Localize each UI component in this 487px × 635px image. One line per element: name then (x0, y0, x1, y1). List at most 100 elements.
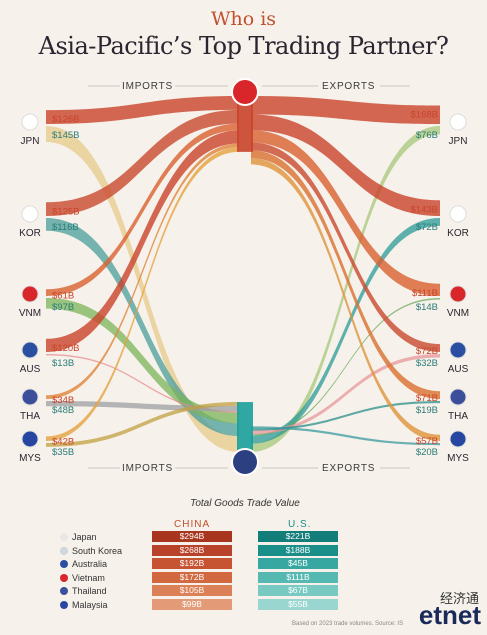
trade-table: Total Goods Trade Value CHINA U.S. Japan… (60, 498, 430, 612)
flow-imports-china (46, 130, 239, 352)
us-value: $55B (258, 598, 338, 610)
country-flag-icon (449, 341, 467, 359)
flow-exports-china (251, 130, 440, 296)
flow-imports-second (46, 354, 239, 413)
flag-icon (60, 560, 68, 568)
export-china-value: $143B (411, 204, 438, 215)
china-value: $105B (152, 585, 232, 596)
china-flag-icon (231, 78, 259, 106)
table-row: South Korea $268B $188B (60, 544, 430, 559)
country-code: VNM (19, 308, 41, 319)
import-china-value: $126B (52, 114, 79, 125)
import-second-value: $97B (52, 302, 74, 313)
flow-imports-china (46, 143, 239, 399)
china-value: $99B (152, 598, 232, 610)
country-flag-icon (21, 285, 39, 303)
import-china-value: $120B (52, 343, 79, 354)
imports-header-bottom: IMPORTS (122, 463, 173, 474)
flow-imports-second (46, 298, 239, 424)
country-flag-icon (449, 285, 467, 303)
country-flag-icon (21, 113, 39, 131)
flow-exports-us (251, 401, 440, 431)
export-us-value: $32B (416, 358, 438, 369)
country-name: Australia (72, 559, 108, 569)
import-second-value: $35B (52, 447, 74, 458)
flow-exports-china (251, 150, 440, 399)
flag-icon (60, 573, 68, 582)
country-name: South Korea (72, 545, 123, 556)
export-china-value: $57B (416, 436, 438, 447)
country-flag-icon (449, 430, 467, 448)
country-code: MYS (447, 453, 469, 464)
flow-exports-us (251, 298, 440, 436)
china-value: $192B (152, 558, 232, 569)
col-us: U.S. (288, 519, 312, 530)
flow-exports-china (251, 158, 440, 441)
country-flag-icon (21, 205, 39, 223)
us-value: $221B (258, 531, 338, 542)
flow-imports-china (46, 123, 239, 296)
us-value: $45B (258, 558, 338, 569)
flow-exports-china (251, 96, 440, 124)
sankey-chart: IMPORTS EXPORTS IMPORTS EXPORTS JPN JPN $126B $… (19, 78, 469, 476)
country-name: Vietnam (72, 572, 105, 583)
country-flag-icon (449, 205, 467, 223)
flow-exports-china (251, 142, 440, 352)
country-code: JPN (449, 136, 468, 147)
import-china-value: $61B (52, 291, 74, 302)
col-china: CHINA (174, 519, 211, 530)
export-china-value: $71B (416, 393, 438, 404)
country-code: KOR (447, 228, 469, 239)
page-title: Asia-Pacific’s Top Trading Partner? (38, 32, 449, 60)
country-code: AUS (448, 364, 469, 375)
table-title: Total Goods Trade Value (190, 498, 300, 509)
flow-exports-us (251, 426, 440, 446)
page-subtitle: Who is (210, 8, 277, 30)
flag-icon (60, 546, 68, 555)
table-row: Australia $192B $45B (60, 558, 430, 572)
flow-exports-china (251, 114, 440, 216)
flow-imports-china (46, 109, 239, 216)
china-value: $294B (152, 531, 232, 542)
import-second-value: $48B (52, 405, 74, 416)
country-code: AUS (20, 364, 41, 375)
china-value: $172B (152, 571, 232, 583)
country-name: Japan (72, 532, 97, 542)
flow-imports-second (46, 126, 239, 452)
table-headers: CHINA U.S. (60, 519, 430, 531)
import-china-value: $42B (52, 437, 74, 448)
import-china-value: $125B (52, 206, 79, 217)
us-value: $111B (258, 571, 338, 583)
table-row: Malaysia $99B $55B (60, 598, 430, 613)
flag-icon (60, 600, 68, 609)
export-china-value: $168B (411, 110, 438, 121)
export-china-value: $111B (412, 288, 438, 299)
flow-exports-us (251, 218, 440, 444)
flow-imports-china (46, 147, 239, 441)
country-flag-icon (21, 430, 39, 448)
country-code: MYS (19, 453, 41, 464)
country-flag-icon (449, 113, 467, 131)
export-us-value: $72B (416, 222, 438, 233)
us-flag-icon (231, 448, 259, 476)
export-us-value: $20B (416, 447, 438, 458)
import-second-value: $13B (52, 358, 74, 369)
country-code: VNM (447, 308, 469, 319)
imports-header-top: IMPORTS (122, 81, 173, 92)
us-value: $188B (258, 544, 338, 556)
import-china-value: $34B (52, 395, 74, 406)
country-flag-icon (21, 341, 39, 359)
us-spine (237, 402, 253, 452)
table-row: Vietnam $172B $111B (60, 571, 430, 586)
china-spine (237, 96, 253, 152)
export-us-value: $19B (416, 405, 438, 416)
export-us-value: $76B (416, 130, 438, 141)
import-second-value: $116B (52, 222, 79, 233)
export-china-value: $72B (416, 346, 438, 357)
table-body: Japan $294B $221B South Korea $268B $188B Aust… (60, 531, 430, 612)
flow-imports-second (46, 402, 239, 447)
country-name: Thailand (72, 586, 107, 596)
us-value: $67B (258, 585, 338, 596)
country-code: THA (448, 411, 468, 422)
